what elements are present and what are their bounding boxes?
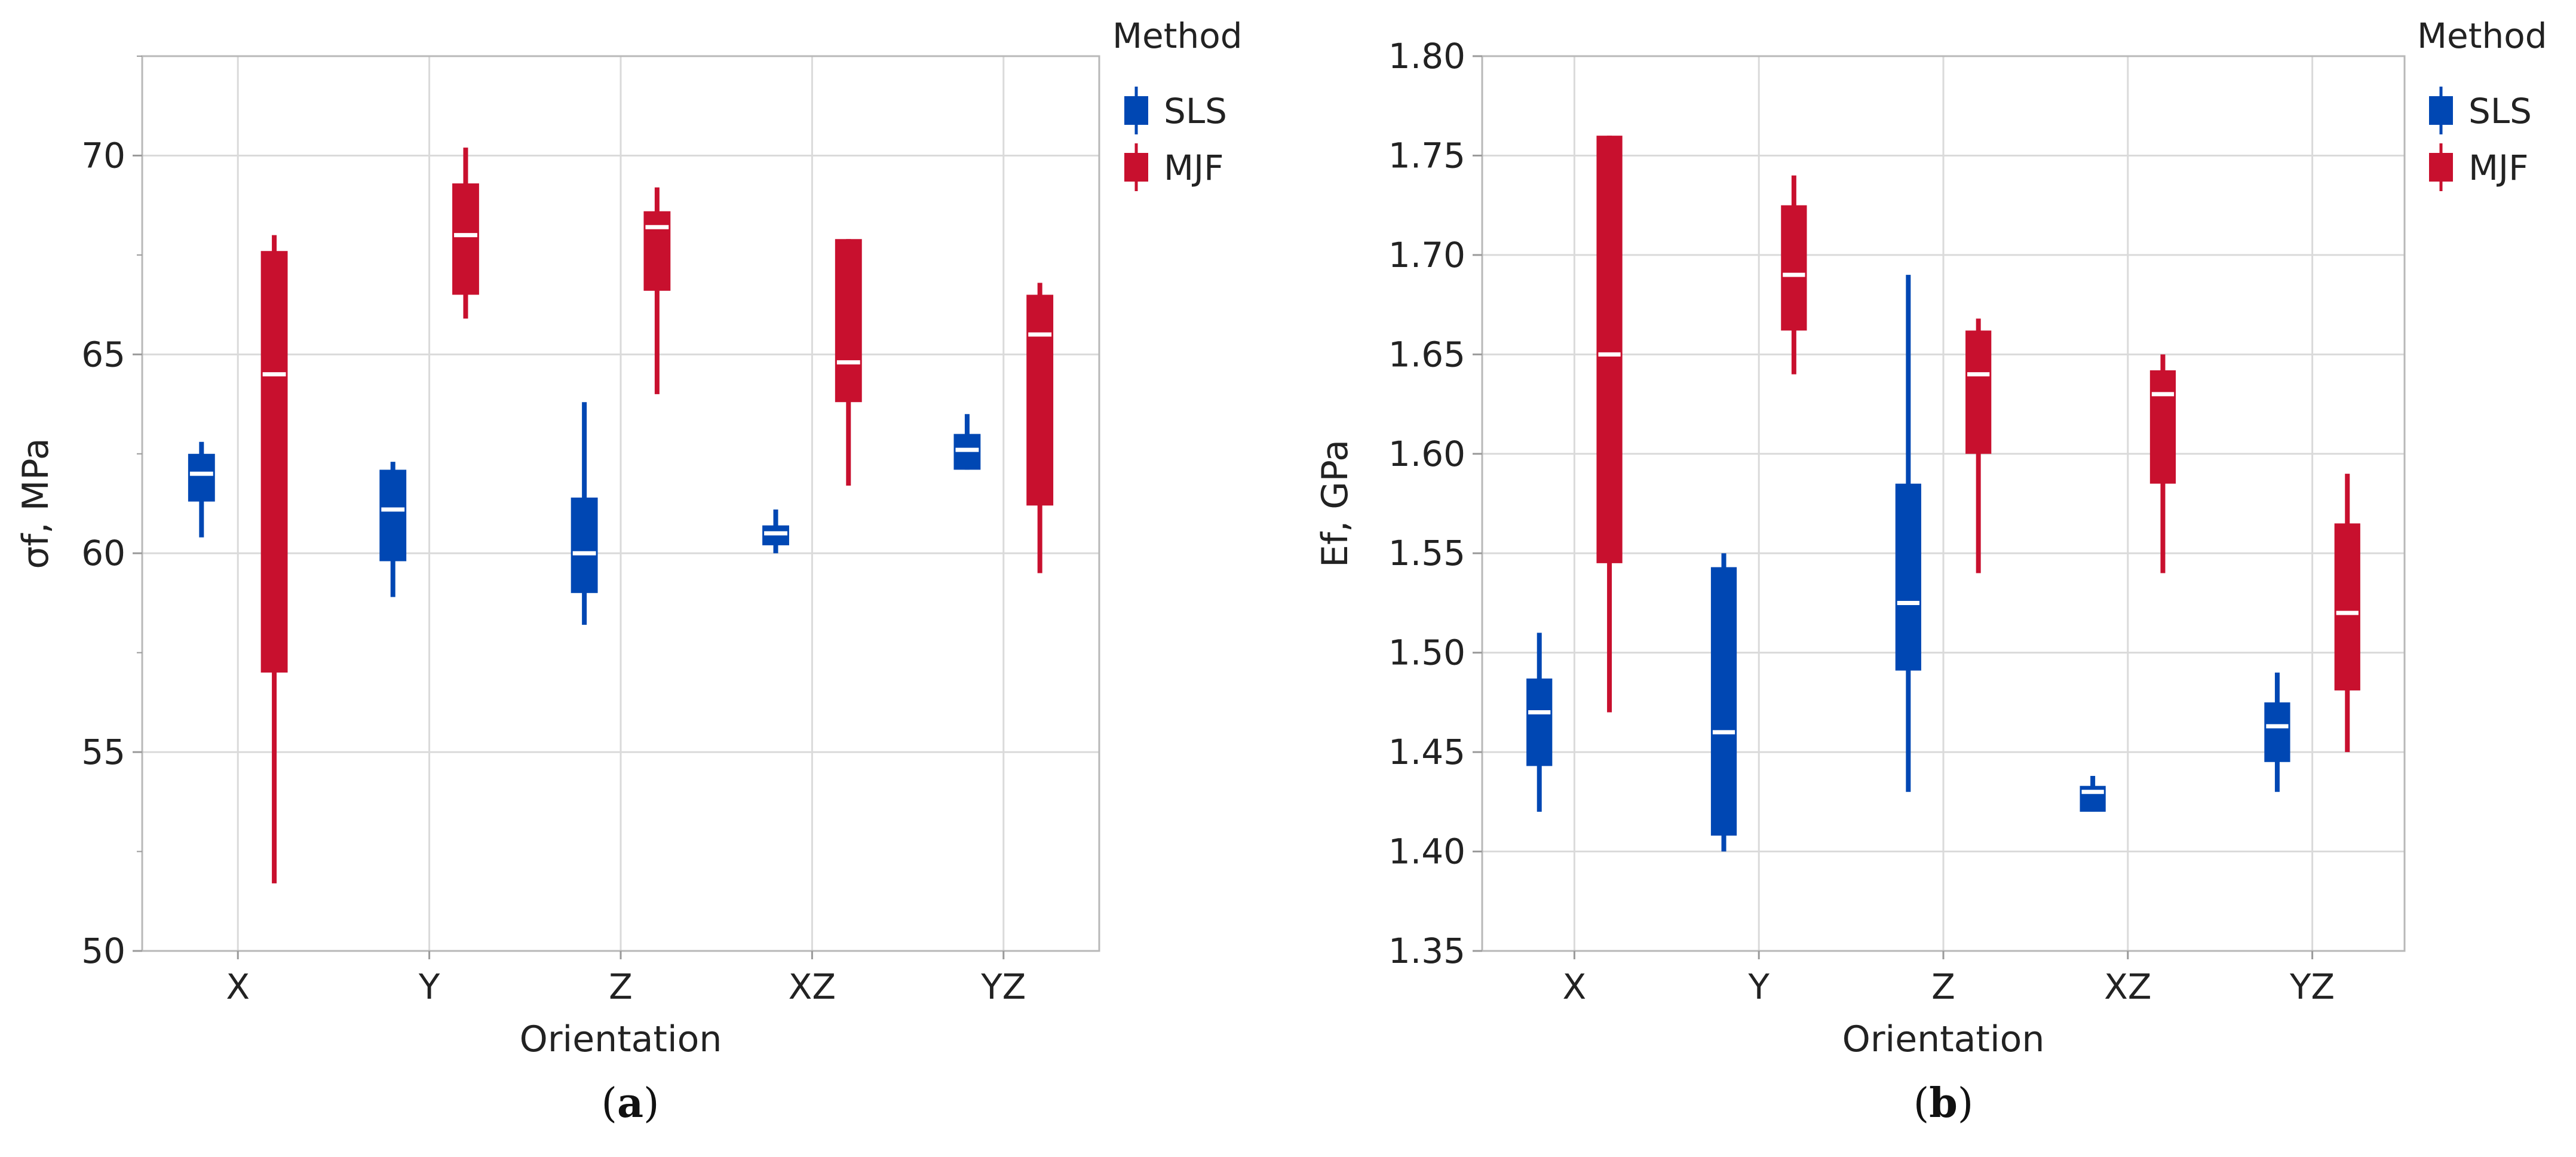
y-tick-label: 1.65 xyxy=(1388,334,1465,375)
y-tick-label: 50 xyxy=(81,931,125,971)
caption-open: ( xyxy=(1913,1080,1930,1127)
legend-item-mjf: MJF xyxy=(2429,143,2529,191)
y-tick-label: 1.40 xyxy=(1388,831,1465,872)
caption-letter: b xyxy=(1929,1079,1958,1127)
legend-swatch xyxy=(1124,153,1148,182)
iqr-box xyxy=(2149,370,2176,484)
x-tick-label: XZ xyxy=(2104,966,2151,1007)
y-tick-label: 70 xyxy=(81,135,125,176)
iqr-box xyxy=(2264,702,2290,762)
iqr-box xyxy=(1965,330,1992,454)
legend-label: SLS xyxy=(1164,91,1227,131)
x-tick-label: Y xyxy=(1747,966,1770,1007)
box-sls-z xyxy=(1895,275,1921,792)
iqr-box xyxy=(835,239,862,403)
iqr-box xyxy=(1596,136,1623,563)
box-mjf-y xyxy=(452,148,479,319)
legend-swatch xyxy=(2429,153,2453,182)
chart-panel-b: 1.35 1.40 1.45 1.50 1.55 1.60 1.65 1.70 1.75 1.80… xyxy=(1314,16,2547,1127)
y-tick-label: 1.70 xyxy=(1388,235,1465,275)
legend-title: Method xyxy=(2417,16,2547,56)
box-mjf-z xyxy=(1965,318,1992,573)
iqr-box xyxy=(1710,567,1737,836)
iqr-box xyxy=(1526,678,1553,766)
x-tick-label: XZ xyxy=(789,966,836,1007)
panel-caption: (a) xyxy=(601,1079,659,1127)
x-tick-label: Y xyxy=(418,966,440,1007)
box-mjf-xz xyxy=(2149,354,2176,573)
box-mjf-y xyxy=(1781,175,1807,375)
panel-caption: (b) xyxy=(1913,1079,1974,1127)
y-tick-label: 1.45 xyxy=(1388,732,1465,772)
legend-item-sls: SLS xyxy=(1124,87,1227,134)
iqr-box xyxy=(571,498,598,593)
box-sls-xz xyxy=(762,509,789,554)
y-axis-label: σf, MPa xyxy=(15,438,57,569)
legend-label: SLS xyxy=(2468,91,2532,131)
iqr-box xyxy=(1026,294,1054,506)
box-sls-z xyxy=(571,402,598,625)
box-sls-yz xyxy=(2264,672,2290,792)
caption-open: ( xyxy=(601,1080,617,1127)
legend-title: Method xyxy=(1112,16,1243,56)
y-tick-label: 1.55 xyxy=(1388,533,1465,573)
x-tick-label: X xyxy=(226,966,250,1007)
y-tick-label: 1.75 xyxy=(1388,135,1465,176)
box-mjf-x xyxy=(260,235,288,883)
legend-swatch xyxy=(1124,96,1148,125)
y-tick-label: 60 xyxy=(81,533,125,573)
iqr-box xyxy=(643,211,671,291)
y-tick-label: 55 xyxy=(81,732,125,772)
legend-label: MJF xyxy=(1164,148,1224,188)
iqr-box xyxy=(1895,483,1921,671)
box-sls-y xyxy=(1710,553,1737,852)
box-mjf-z xyxy=(643,187,671,394)
x-tick-label: YZ xyxy=(2289,966,2335,1007)
legend-item-mjf: MJF xyxy=(1124,143,1224,191)
x-tick-label: X xyxy=(1563,966,1587,1007)
x-axis-label: Orientation xyxy=(520,1018,722,1060)
box-mjf-xz xyxy=(835,239,862,486)
iqr-box xyxy=(188,453,215,502)
y-tick-label: 1.50 xyxy=(1388,633,1465,673)
caption-close: ) xyxy=(1958,1080,1974,1127)
box-sls-x xyxy=(188,441,215,538)
legend-label: MJF xyxy=(2468,148,2529,188)
caption-close: ) xyxy=(643,1080,660,1127)
iqr-box xyxy=(379,469,407,561)
iqr-box xyxy=(1781,205,1807,331)
legend-item-sls: SLS xyxy=(2429,87,2532,134)
box-sls-x xyxy=(1526,633,1553,812)
x-tick-label: Z xyxy=(1931,966,1955,1007)
x-tick-label: Z xyxy=(609,966,633,1007)
y-tick-label: 1.60 xyxy=(1388,434,1465,474)
box-sls-y xyxy=(379,462,407,597)
x-tick-label: YZ xyxy=(980,966,1026,1007)
legend-swatch xyxy=(2429,96,2453,125)
caption-letter: a xyxy=(617,1079,643,1127)
box-mjf-yz xyxy=(2334,474,2360,753)
y-tick-label: 65 xyxy=(81,334,125,375)
y-axis-label: Ef, GPa xyxy=(1314,440,1356,567)
box-sls-yz xyxy=(953,414,981,470)
iqr-box xyxy=(452,183,479,295)
box-mjf-yz xyxy=(1026,283,1054,573)
y-tick-label: 1.80 xyxy=(1388,36,1465,76)
x-axis-label: Orientation xyxy=(1842,1018,2045,1060)
iqr-box xyxy=(260,251,288,673)
iqr-box xyxy=(2334,523,2360,690)
box-mjf-x xyxy=(1596,136,1623,713)
box-sls-xz xyxy=(2080,776,2106,812)
y-tick-label: 1.35 xyxy=(1388,931,1465,971)
